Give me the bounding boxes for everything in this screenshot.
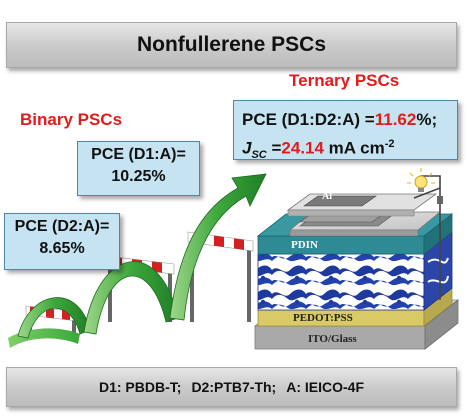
ternary-pce-value: 11.62 <box>374 110 417 129</box>
layer-label-pedot: PEDOT:PSS <box>293 312 353 324</box>
ternary-pce-line: PCE (D1:D2:A) =11.62%; <box>242 107 457 132</box>
footer-d1: D1: PBDB-T; <box>98 379 182 395</box>
layer-label-ito: ITO/Glass <box>308 333 357 345</box>
footer-d2: D2:PTB7-Th; <box>191 379 277 395</box>
title-banner: Nonfullerene PSCs <box>6 22 457 68</box>
jsc-equals: = <box>266 138 282 158</box>
pce-d1-label: PCE (D1:A)= <box>91 146 186 163</box>
device-stack <box>253 193 460 350</box>
ternary-jsc-line: JSC =24.14 mA cm-2 <box>242 132 457 168</box>
ternary-pce-suffix: %; <box>416 110 438 129</box>
ternary-result-box: PCE (D1:D2:A) =11.62%; JSC =24.14 mA cm-… <box>233 100 458 161</box>
pce-d1-value: 10.25% <box>111 168 166 185</box>
footer-acceptor: A: IEICO-4F <box>286 379 364 395</box>
jsc-symbol: J <box>242 138 252 158</box>
jsc-unit: mA cm <box>323 138 385 158</box>
growth-arrow-icon <box>8 173 267 348</box>
binary-psc-label: Binary PSCs <box>20 110 123 129</box>
jsc-subscript: SC <box>251 149 267 162</box>
layer-label-pdin: PDIN <box>291 239 318 251</box>
pce-d2-value: 8.65% <box>39 240 85 257</box>
jsc-exponent: -2 <box>384 138 395 150</box>
pce-d2-box: PCE (D2:A)= 8.65% <box>4 213 120 270</box>
jsc-value: 24.14 <box>281 138 324 158</box>
footer-banner: D1: PBDB-T; D2:PTB7-Th; A: IEICO-4F <box>6 367 457 407</box>
ternary-pce-label: PCE (D1:D2:A) = <box>242 110 375 129</box>
lightbulb-icon <box>407 168 435 192</box>
pce-d1-box: PCE (D1:A)= 10.25% <box>77 141 200 196</box>
ternary-psc-label: Ternary PSCs <box>289 71 400 90</box>
page-title: Nonfullerene PSCs <box>136 33 327 56</box>
layer-label-al: Al <box>322 191 332 202</box>
pce-d2-label: PCE (D2:A)= <box>14 218 110 235</box>
